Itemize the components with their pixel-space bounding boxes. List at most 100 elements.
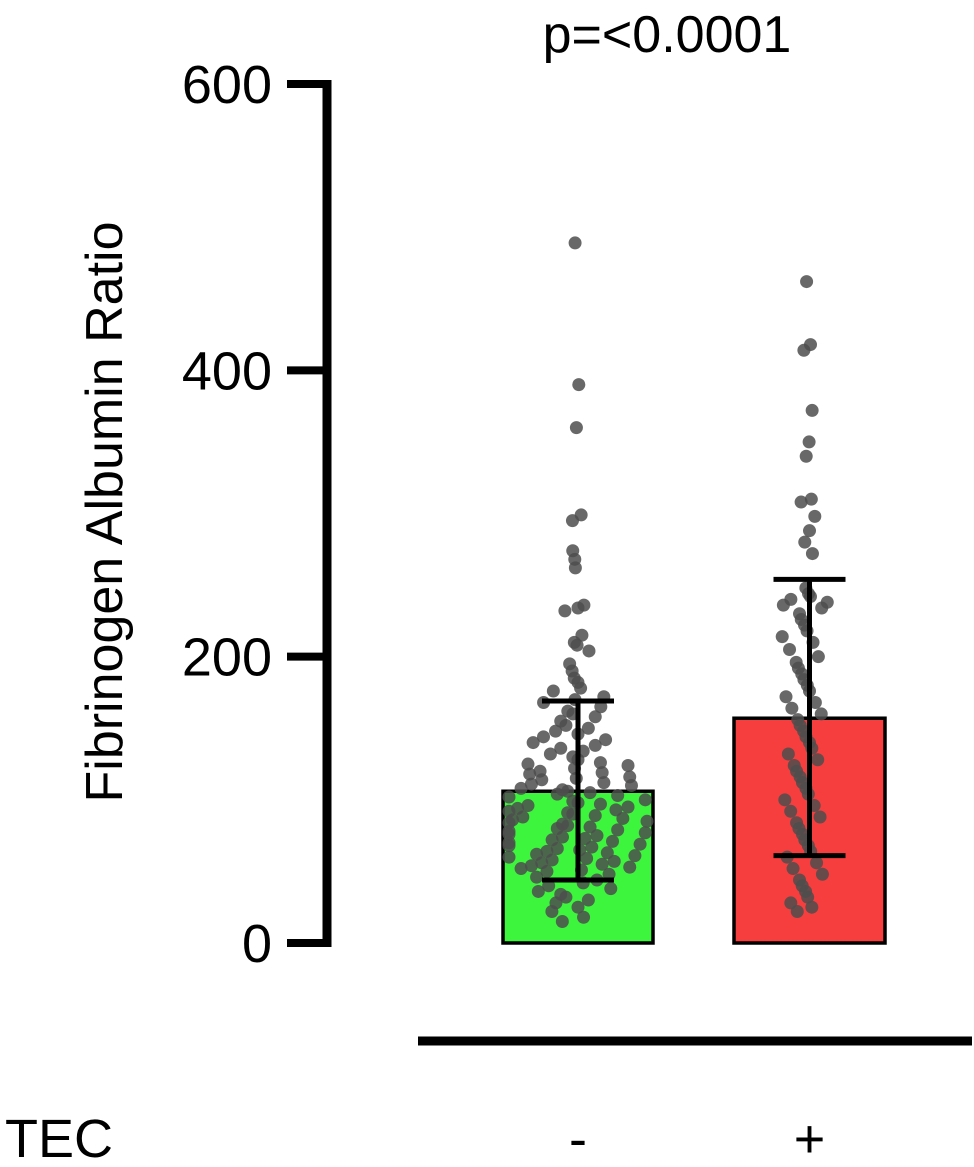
data-point — [616, 811, 630, 825]
data-point — [815, 601, 829, 615]
data-point — [624, 779, 638, 793]
x-tick-label-0: - — [569, 1109, 587, 1167]
y-axis-title: Fibrinogen Albumin Ratio — [76, 222, 134, 803]
data-point — [611, 789, 625, 803]
data-point — [607, 854, 621, 868]
data-point — [550, 787, 564, 801]
data-point — [537, 730, 550, 744]
error-bars — [542, 576, 846, 883]
data-point — [554, 741, 568, 755]
data-point — [535, 773, 549, 787]
x-tick-label-1: + — [794, 1109, 826, 1167]
data-point — [786, 862, 800, 876]
data-point — [571, 601, 585, 615]
data-point — [581, 721, 595, 735]
data-point — [808, 695, 822, 709]
data-point — [776, 598, 790, 612]
data-point — [549, 724, 563, 738]
data-point — [530, 870, 544, 884]
data-point — [502, 839, 516, 853]
data-point — [775, 630, 789, 644]
data-point — [588, 809, 602, 823]
data-point — [638, 793, 652, 807]
y-tick-label-2: 400 — [182, 341, 272, 401]
data-point — [808, 509, 822, 523]
data-point — [569, 421, 583, 435]
data-point — [805, 900, 819, 914]
data-point — [785, 701, 799, 715]
data-point — [545, 905, 559, 919]
x-tick-labels: - + — [569, 1109, 825, 1167]
data-point — [516, 810, 530, 824]
data-point — [803, 524, 816, 538]
data-point — [568, 561, 582, 575]
data-point — [555, 915, 569, 929]
data-point — [781, 747, 795, 761]
y-axis: 0 200 400 600 — [182, 55, 332, 974]
data-point — [595, 766, 609, 780]
data-point — [593, 756, 607, 770]
data-point — [514, 781, 528, 795]
data-point — [514, 862, 528, 876]
data-point — [588, 738, 602, 752]
data-point — [623, 860, 637, 874]
data-point — [797, 343, 811, 357]
data-point — [526, 736, 540, 750]
data-point — [815, 867, 829, 881]
data-point — [550, 842, 564, 856]
data-point — [523, 767, 537, 781]
data-point — [811, 753, 825, 767]
y-tick-label-0: 0 — [242, 914, 272, 974]
data-point — [570, 638, 584, 652]
data-point — [779, 690, 793, 704]
data-point — [604, 882, 618, 896]
data-point — [580, 852, 594, 866]
data-point — [561, 784, 575, 798]
data-point — [521, 799, 535, 813]
data-point — [811, 650, 825, 664]
data-point — [581, 893, 595, 907]
data-point — [606, 834, 619, 848]
data-point — [502, 790, 516, 804]
data-point — [790, 905, 804, 919]
data-point — [502, 850, 516, 864]
data-point — [559, 718, 573, 732]
data-point — [621, 800, 635, 814]
data-point — [546, 684, 560, 698]
data-point — [574, 681, 588, 695]
grouping-label: TEC — [5, 1109, 113, 1167]
data-point — [621, 758, 635, 772]
data-point — [577, 910, 591, 924]
data-point — [805, 547, 819, 561]
data-point — [543, 747, 557, 761]
data-point — [555, 830, 569, 844]
data-point — [638, 826, 652, 840]
data-point — [524, 859, 538, 873]
data-point — [804, 492, 818, 506]
data-point — [585, 840, 599, 854]
data-point — [590, 829, 604, 843]
data-point — [588, 710, 602, 724]
data-point — [810, 856, 824, 870]
data-point — [531, 884, 545, 898]
data-point — [572, 378, 586, 392]
data-point — [559, 890, 573, 904]
p-value-annotation: p=<0.0001 — [543, 6, 792, 64]
y-tick-label-1: 200 — [182, 628, 272, 688]
data-point — [561, 819, 575, 833]
data-point — [524, 777, 538, 791]
data-point — [784, 804, 798, 818]
data-point — [599, 733, 613, 747]
data-point — [628, 849, 642, 863]
data-point — [778, 793, 792, 807]
data-point — [593, 797, 607, 811]
data-point — [799, 449, 813, 463]
data-point — [565, 514, 579, 528]
data-point — [568, 236, 582, 250]
data-point — [558, 604, 572, 618]
data-point — [794, 495, 808, 509]
data-point — [521, 757, 535, 771]
data-point — [783, 643, 797, 657]
data-point — [813, 810, 827, 824]
